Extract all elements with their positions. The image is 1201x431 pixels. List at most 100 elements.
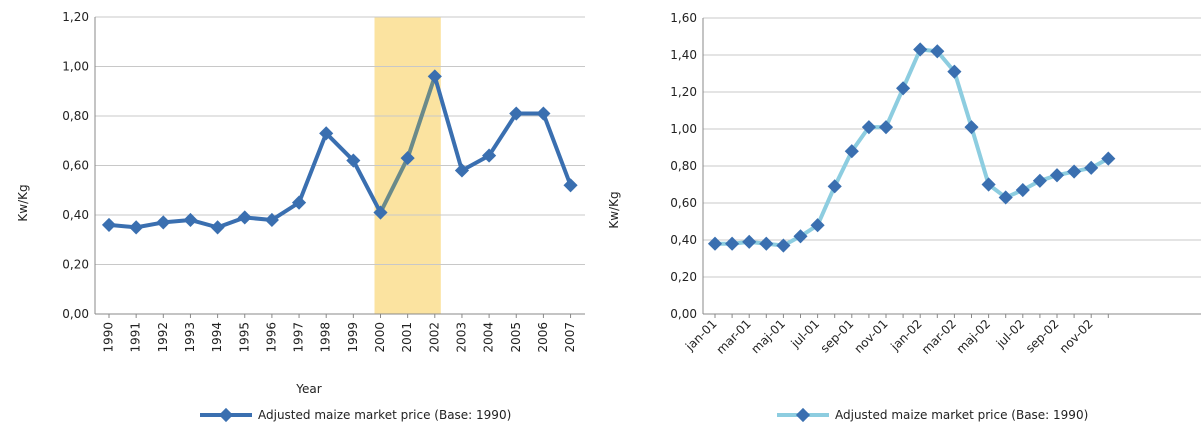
r-data-point — [913, 42, 928, 57]
r-x-tick-label: maj-02 — [954, 317, 994, 357]
r-y-tick-label: 1,00 — [670, 122, 697, 136]
left-gridlines — [94, 16, 585, 318]
l-data-point — [291, 195, 307, 210]
r-data-point — [759, 236, 774, 251]
l-y-tick-label: 0,40 — [62, 208, 89, 222]
r-data-point — [1101, 151, 1116, 166]
r-x-tick-label: mar-01 — [714, 317, 754, 357]
l-x-tick-label: 1992 — [156, 322, 170, 353]
right-legend-marker — [795, 407, 811, 423]
l-y-tick-label: 0,20 — [62, 258, 89, 272]
l-x-tick-label: 2002 — [427, 322, 441, 353]
l-y-tick-label: 0,80 — [62, 109, 89, 123]
l-data-point — [373, 205, 388, 220]
l-x-tick-label: 1990 — [102, 322, 116, 353]
r-x-tick-label: sep-01 — [818, 317, 857, 356]
l-y-tick-label: 1,20 — [62, 10, 89, 24]
r-x-tick-label: nov-01 — [851, 317, 890, 356]
l-x-tick-label: 2006 — [536, 322, 550, 353]
l-x-tick-label: 1997 — [292, 322, 306, 353]
l-x-tick-label: 1993 — [183, 322, 197, 353]
l-series-line — [432, 75, 573, 187]
r-y-tick-label: 0,80 — [670, 159, 697, 173]
l-x-tick-label: 2003 — [454, 322, 468, 353]
r-data-point — [981, 177, 996, 192]
right-y-tick-labels: 0,00 0,20 0,40 0,60 0,80 1,00 1,20 1,40 1,60 — [670, 11, 697, 321]
r-data-point — [1049, 168, 1065, 183]
left-x-tick-labels: 1990 1991 1992 1993 1994 1995 1996 1997 1998 1999… — [102, 322, 578, 353]
r-x-tick-label: nov-02 — [1057, 317, 1096, 356]
r-data-point — [810, 218, 825, 233]
left-chart: 0,000,200,400,600,801,001,20 1990 1991 199… — [16, 10, 585, 423]
right-gridlines — [702, 17, 1201, 318]
r-data-point — [844, 144, 859, 159]
l-y-tick-label: 0,00 — [62, 307, 89, 321]
l-x-tick-label: 1995 — [237, 322, 251, 353]
right-chart: 0,00 0,20 0,40 0,60 0,80 1,00 1,20 1,40 1,60 jan… — [607, 11, 1201, 423]
l-x-tick-label: 2007 — [563, 322, 577, 353]
r-y-tick-label: 0,20 — [670, 270, 697, 284]
r-y-tick-label: 1,60 — [670, 11, 697, 25]
r-data-point — [827, 179, 842, 194]
r-y-tick-label: 0,40 — [670, 233, 697, 247]
l-data-point — [482, 148, 497, 163]
l-x-tick-label: 1994 — [210, 322, 224, 353]
r-data-point — [1032, 173, 1047, 188]
r-data-point — [1084, 160, 1099, 175]
r-y-tick-label: 0,60 — [670, 196, 697, 210]
l-data-point — [183, 212, 198, 228]
right-y-axis-title: Kw/Kg — [607, 191, 621, 228]
r-x-tick-label: maj-01 — [748, 317, 788, 357]
right-legend: Adjusted maize market price (Base: 1990) — [777, 407, 1088, 423]
right-series — [707, 42, 1116, 253]
r-data-point — [793, 229, 808, 244]
l-y-tick-label: 1,00 — [62, 60, 89, 74]
left-legend-marker — [218, 407, 234, 423]
left-x-axis-title: Year — [295, 382, 321, 396]
l-data-point — [156, 215, 171, 230]
right-legend-label: Adjusted maize market price (Base: 1990) — [835, 408, 1088, 422]
r-data-point — [878, 120, 894, 135]
r-series-line — [715, 47, 1110, 248]
left-y-axis-title: Kw/Kg — [16, 184, 30, 221]
l-data-point — [129, 220, 144, 235]
r-y-tick-label: 1,20 — [670, 85, 697, 99]
l-x-tick-label: 2005 — [509, 322, 523, 353]
left-legend: Adjusted maize market price (Base: 1990) — [200, 407, 511, 423]
l-data-point — [101, 217, 117, 232]
r-data-point — [861, 120, 876, 135]
l-x-tick-label: 1998 — [319, 322, 333, 353]
r-data-point — [707, 236, 723, 251]
l-x-tick-label: 1996 — [264, 322, 278, 353]
r-data-point — [896, 81, 911, 96]
l-x-tick-label: 1991 — [129, 322, 143, 353]
l-data-point — [237, 210, 252, 225]
l-data-point — [264, 212, 279, 228]
l-data-point — [536, 106, 551, 121]
r-data-point — [742, 234, 757, 249]
r-data-point — [998, 190, 1013, 205]
l-data-point — [346, 153, 361, 168]
r-x-tick-label: mar-02 — [919, 317, 959, 357]
r-x-tick-label: sep-02 — [1023, 317, 1062, 356]
r-data-point — [930, 44, 945, 59]
l-x-tick-label: 1999 — [346, 322, 360, 353]
l-data-point — [563, 178, 578, 193]
l-y-tick-label: 0,60 — [62, 159, 89, 173]
left-legend-label: Adjusted maize market price (Base: 1990) — [258, 408, 511, 422]
l-x-tick-label: 2001 — [400, 322, 414, 353]
l-x-tick-label: 2004 — [482, 322, 496, 353]
l-data-point — [509, 106, 524, 121]
r-data-point — [947, 64, 962, 79]
r-data-point — [725, 236, 740, 251]
r-y-tick-label: 0,00 — [670, 307, 697, 321]
l-data-point — [210, 220, 225, 235]
r-data-point — [964, 120, 979, 135]
r-y-tick-label: 1,40 — [670, 48, 697, 62]
l-data-point — [319, 126, 334, 141]
r-data-point — [1067, 164, 1082, 179]
l-x-tick-label: 2000 — [373, 322, 387, 353]
l-data-point — [427, 69, 442, 84]
